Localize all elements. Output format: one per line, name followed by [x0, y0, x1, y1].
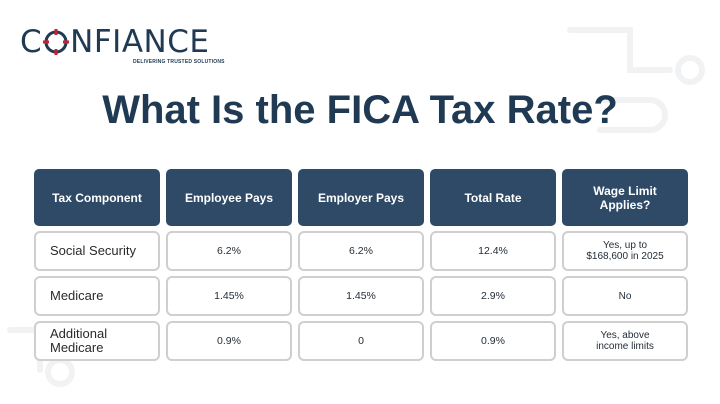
table-cell: Yes, above income limits — [562, 321, 688, 361]
page-title: What Is the FICA Tax Rate? — [102, 88, 618, 132]
table-header-cell: Wage Limit Applies? — [562, 169, 688, 226]
table-cell: 6.2% — [298, 231, 424, 271]
table-cell: 6.2% — [166, 231, 292, 271]
table-cell: Yes, up to $168,600 in 2025 — [562, 231, 688, 271]
brand-logo: C NFIANCE DELIVERING TRUSTED SOLUTIONS — [20, 24, 235, 66]
brand-name-right: NFIANCE — [70, 24, 210, 60]
table-cell: 1.45% — [298, 276, 424, 316]
brand-wordmark: C NFIANCE — [20, 24, 209, 60]
table-cell: 2.9% — [430, 276, 556, 316]
table-cell: 12.4% — [430, 231, 556, 271]
table-cell: 0 — [298, 321, 424, 361]
brand-name-left: C — [20, 24, 43, 60]
table-cell: 0.9% — [430, 321, 556, 361]
table-header-cell: Tax Component — [34, 169, 160, 226]
table-row-label: Social Security — [34, 231, 160, 271]
table-row-label: Additional Medicare — [34, 321, 160, 361]
table-header-cell: Employee Pays — [166, 169, 292, 226]
fica-table: Tax Component Employee Pays Employer Pay… — [34, 169, 688, 361]
table-row-label: Medicare — [34, 276, 160, 316]
target-o-icon — [43, 29, 70, 55]
table-cell: 0.9% — [166, 321, 292, 361]
table-cell: No — [562, 276, 688, 316]
brand-tagline: DELIVERING TRUSTED SOLUTIONS — [133, 59, 225, 65]
table-header-cell: Employer Pays — [298, 169, 424, 226]
table-header-cell: Total Rate — [430, 169, 556, 226]
table-cell: 1.45% — [166, 276, 292, 316]
